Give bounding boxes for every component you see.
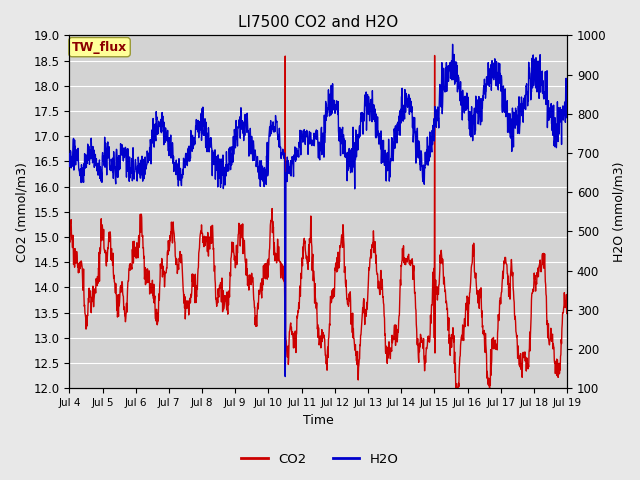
Text: TW_flux: TW_flux xyxy=(72,41,127,54)
Y-axis label: H2O (mmol/m3): H2O (mmol/m3) xyxy=(612,162,625,262)
X-axis label: Time: Time xyxy=(303,414,333,427)
Title: LI7500 CO2 and H2O: LI7500 CO2 and H2O xyxy=(238,15,398,30)
Y-axis label: CO2 (mmol/m3): CO2 (mmol/m3) xyxy=(15,162,28,262)
Legend: CO2, H2O: CO2, H2O xyxy=(236,447,404,471)
